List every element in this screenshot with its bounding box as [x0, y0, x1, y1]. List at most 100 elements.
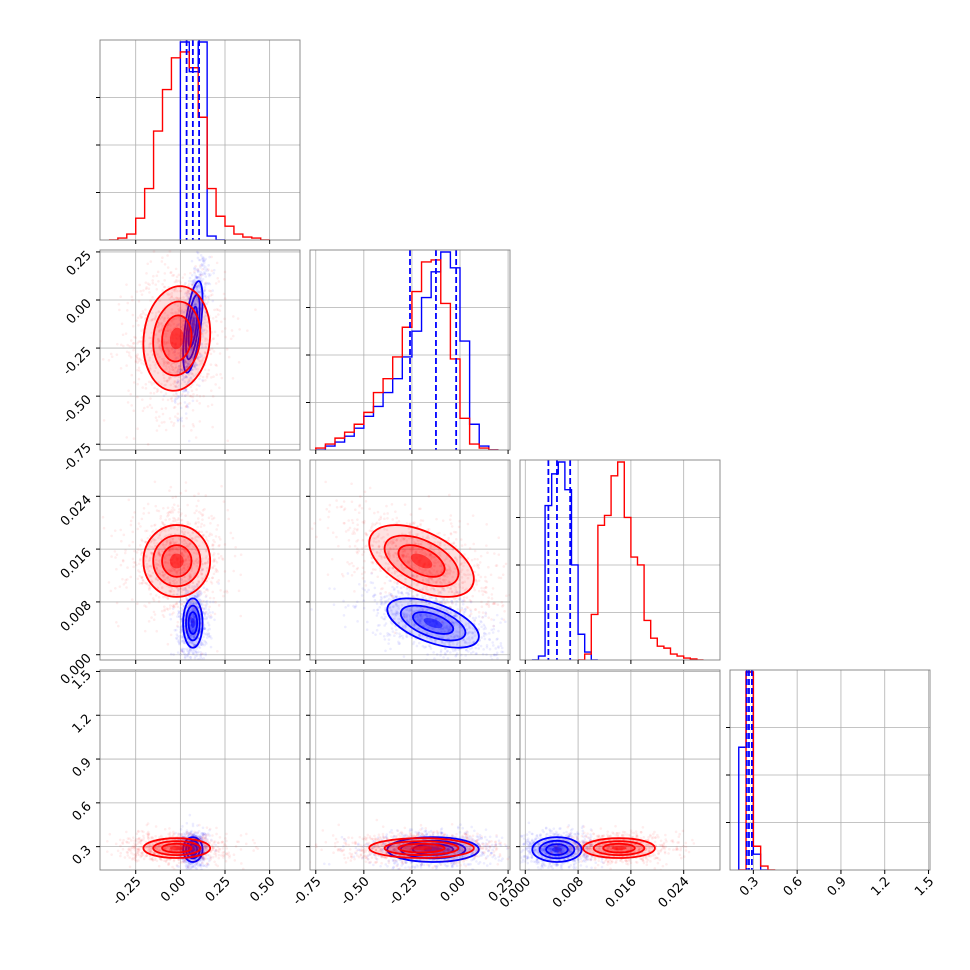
- scatter-point: [196, 299, 199, 302]
- scatter-point: [168, 297, 172, 300]
- scatter-point: [199, 643, 203, 647]
- scatter-point: [487, 600, 490, 603]
- scatter-point: [209, 634, 212, 638]
- scatter-point: [191, 408, 195, 412]
- scatter-point: [168, 518, 171, 521]
- scatter-point: [164, 340, 167, 344]
- scatter-point: [208, 255, 211, 259]
- scatter-point: [151, 279, 154, 282]
- scatter-point: [196, 357, 200, 361]
- scatter-point: [172, 288, 176, 292]
- scatter-point: [198, 510, 201, 514]
- scatter-point: [198, 273, 202, 277]
- scatter-point: [195, 647, 199, 650]
- scatter-point: [149, 397, 152, 400]
- scatter-point: [499, 683, 502, 686]
- scatter-point: [200, 280, 204, 283]
- scatter-point: [174, 296, 178, 300]
- scatter-point: [162, 615, 166, 619]
- scatter-point: [179, 382, 182, 385]
- scatter-point: [164, 518, 168, 522]
- scatter-point: [150, 383, 154, 386]
- scatter-point: [182, 327, 186, 330]
- scatter-point: [483, 637, 487, 641]
- scatter-point: [160, 260, 164, 263]
- scatter-point: [462, 602, 465, 606]
- scatter-point: [184, 328, 187, 332]
- scatter-point: [184, 291, 188, 294]
- scatter-point: [199, 311, 203, 314]
- scatter-point: [137, 340, 140, 343]
- scatter-point: [383, 624, 386, 627]
- scatter-point: [180, 367, 183, 370]
- scatter-point: [198, 359, 201, 362]
- scatter-point: [169, 300, 173, 303]
- scatter-point: [474, 646, 478, 650]
- panel-plot-area: [310, 250, 510, 450]
- scatter-point: [361, 547, 364, 550]
- scatter-point: [196, 300, 200, 304]
- scatter-point: [217, 552, 220, 556]
- scatter-point: [186, 291, 189, 295]
- scatter-point: [137, 357, 140, 361]
- scatter-point: [157, 339, 161, 343]
- scatter-point: [371, 568, 375, 571]
- scatter-point: [192, 607, 196, 610]
- scatter-point: [131, 324, 135, 328]
- scatter-point: [384, 649, 387, 653]
- scatter-point: [489, 654, 493, 658]
- scatter-point: [208, 605, 211, 609]
- scatter-point: [173, 379, 176, 383]
- scatter-point: [183, 358, 187, 361]
- scatter-point: [203, 258, 206, 262]
- scatter-point: [182, 366, 185, 370]
- scatter-point: [161, 412, 165, 416]
- scatter-point: [166, 380, 169, 383]
- scatter-point: [160, 357, 164, 361]
- scatter-point: [193, 664, 196, 667]
- scatter-point: [178, 367, 182, 371]
- scatter-point: [163, 360, 166, 363]
- scatter-point: [176, 304, 180, 308]
- scatter-point: [210, 582, 214, 585]
- scatter-point: [200, 622, 204, 626]
- scatter-point: [162, 362, 166, 365]
- scatter-point: [363, 490, 367, 494]
- scatter-point: [196, 605, 200, 609]
- scatter-point: [211, 576, 214, 580]
- scatter-point: [179, 311, 183, 314]
- scatter-point: [180, 320, 183, 323]
- scatter-point: [180, 598, 183, 602]
- scatter-point: [232, 569, 236, 573]
- scatter-point: [207, 577, 211, 580]
- scatter-point: [205, 281, 208, 285]
- scatter-point: [189, 302, 193, 306]
- scatter-point: [187, 360, 190, 363]
- scatter-point: [201, 335, 205, 338]
- scatter-point: [184, 375, 188, 379]
- scatter-point: [189, 603, 192, 607]
- scatter-point: [159, 322, 163, 326]
- scatter-point: [169, 363, 173, 367]
- scatter-point: [227, 517, 231, 521]
- scatter-point: [193, 303, 197, 306]
- scatter-point: [197, 499, 200, 503]
- scatter-point: [192, 293, 195, 297]
- scatter-point: [207, 272, 211, 276]
- scatter-point: [223, 570, 227, 573]
- scatter-point: [172, 393, 175, 397]
- scatter-point: [146, 405, 149, 409]
- scatter-point: [181, 324, 185, 328]
- scatter-point: [196, 357, 199, 360]
- scatter-point: [125, 578, 129, 581]
- scatter-point: [110, 555, 113, 558]
- scatter-point: [187, 439, 191, 443]
- scatter-point: [203, 288, 207, 291]
- scatter-point: [224, 335, 227, 339]
- scatter-point: [353, 527, 356, 531]
- scatter-point: [207, 263, 210, 267]
- scatter-point: [195, 346, 199, 350]
- panel-2-1: [306, 459, 511, 686]
- scatter-point: [182, 311, 186, 314]
- scatter-point: [391, 594, 394, 598]
